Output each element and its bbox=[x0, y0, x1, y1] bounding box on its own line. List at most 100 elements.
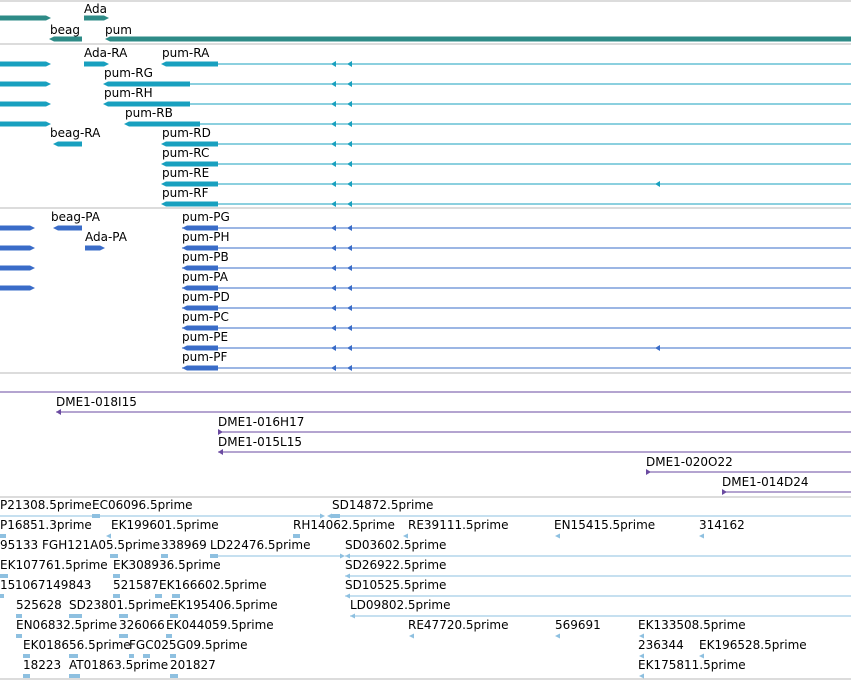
bac-clone-label[interactable]: DME1-015L15 bbox=[218, 435, 302, 449]
est-label[interactable]: EK107761.5prime bbox=[0, 558, 108, 572]
est-label[interactable]: EN15415.5prime bbox=[554, 518, 656, 532]
bac-clone-label[interactable]: DME1-020O22 bbox=[646, 455, 733, 469]
transcript-label[interactable]: pum-RD bbox=[162, 126, 211, 140]
protein-label[interactable]: pum-PC bbox=[182, 310, 229, 324]
est-label[interactable]: 569691 bbox=[555, 618, 601, 632]
est-label[interactable]: 521587 bbox=[113, 578, 159, 592]
protein-label[interactable]: beag-PA bbox=[51, 210, 100, 224]
bac-clone-label[interactable]: DME1-018I15 bbox=[56, 395, 137, 409]
protein-label[interactable]: pum-PF bbox=[182, 350, 228, 364]
est-arrow bbox=[403, 533, 408, 539]
transcript-label[interactable]: Ada-RA bbox=[84, 46, 128, 60]
exon-block bbox=[58, 141, 82, 147]
est-label[interactable]: SD10525.5prime bbox=[345, 578, 447, 592]
transcript-label[interactable]: pum-RC bbox=[162, 146, 210, 160]
protein-label[interactable]: pum-PB bbox=[182, 250, 229, 264]
est-label[interactable]: LD22476.5prime bbox=[210, 538, 311, 552]
est-arrow bbox=[340, 553, 345, 559]
est-label[interactable]: 95133 bbox=[0, 538, 39, 552]
est-label[interactable]: LD09802.5prime bbox=[350, 598, 451, 612]
est-label[interactable]: SD23801.5prime bbox=[69, 598, 171, 612]
est-block bbox=[170, 654, 176, 658]
exon-block bbox=[84, 61, 104, 67]
est-label[interactable]: AT01863.5prime bbox=[69, 658, 169, 672]
strand-arrow bbox=[331, 161, 336, 167]
est-label[interactable]: EK166602.5prime bbox=[159, 578, 267, 592]
est-label[interactable]: EK044059.5prime bbox=[166, 618, 274, 632]
est-block bbox=[16, 634, 22, 638]
gene-label[interactable]: pum bbox=[105, 23, 132, 37]
gene-arrow bbox=[105, 36, 110, 42]
est-label[interactable]: RE47720.5prime bbox=[408, 618, 509, 632]
strand-arrow bbox=[331, 101, 336, 107]
est-arrow bbox=[345, 553, 350, 559]
est-arrow bbox=[639, 653, 644, 659]
transcript-label[interactable]: pum-RF bbox=[162, 186, 209, 200]
transcript-label[interactable]: pum-RG bbox=[104, 66, 153, 80]
protein-label[interactable]: pum-PH bbox=[182, 230, 230, 244]
protein-label[interactable]: pum-PE bbox=[182, 330, 229, 344]
strand-arrow bbox=[161, 181, 166, 187]
est-label[interactable]: FGC025G09.5prime bbox=[129, 638, 248, 652]
est-label[interactable]: 525628 bbox=[16, 598, 62, 612]
est-label[interactable]: SD03602.5prime bbox=[345, 538, 447, 552]
est-label[interactable]: 236344 bbox=[638, 638, 684, 652]
est-arrow bbox=[699, 533, 704, 539]
est-arrow bbox=[345, 573, 350, 579]
exon-block bbox=[166, 201, 218, 207]
est-label[interactable]: 201827 bbox=[170, 658, 216, 672]
est-label[interactable]: EK199601.5prime bbox=[111, 518, 219, 532]
gene-label[interactable]: Ada bbox=[84, 2, 107, 16]
est-label[interactable]: SD26922.5prime bbox=[345, 558, 447, 572]
est-label[interactable]: EK195406.5prime bbox=[170, 598, 278, 612]
est-label[interactable]: 15 bbox=[0, 578, 16, 592]
bac-clone-label[interactable]: DME1-016H17 bbox=[218, 415, 305, 429]
est-label[interactable]: SD14872.5prime bbox=[332, 498, 434, 512]
est-label[interactable]: FGH121A05.5prime bbox=[42, 538, 161, 552]
protein-label[interactable]: pum-PA bbox=[182, 270, 228, 284]
est-arrow bbox=[350, 613, 355, 619]
exon-block bbox=[187, 245, 218, 251]
transcript-label[interactable]: beag-RA bbox=[50, 126, 101, 140]
gene-arrow bbox=[49, 36, 54, 42]
strand-arrow bbox=[331, 365, 336, 371]
strand-arrow bbox=[347, 345, 352, 351]
protein-label[interactable]: Ada-PA bbox=[85, 230, 127, 244]
est-label[interactable]: 1067149843 bbox=[15, 578, 92, 592]
est-label[interactable]: EK196528.5prime bbox=[699, 638, 807, 652]
strand-arrow bbox=[331, 121, 336, 127]
strand-arrow bbox=[161, 61, 166, 67]
est-label[interactable]: 314162 bbox=[699, 518, 745, 532]
est-label[interactable]: P21308.5prime bbox=[0, 498, 92, 512]
est-block bbox=[332, 514, 340, 518]
protein-label[interactable]: pum-PD bbox=[182, 290, 230, 304]
est-label[interactable]: 338969 bbox=[161, 538, 207, 552]
est-label[interactable]: RE39111.5prime bbox=[408, 518, 509, 532]
est-label[interactable]: 326066 bbox=[119, 618, 165, 632]
est-block bbox=[69, 674, 80, 678]
est-label[interactable]: EN06832.5prime bbox=[16, 618, 118, 632]
est-arrow bbox=[320, 513, 325, 519]
gene-glyph bbox=[0, 15, 46, 21]
exon-block bbox=[166, 181, 218, 187]
est-label[interactable]: EC06096.5prime bbox=[92, 498, 193, 512]
transcript-label[interactable]: pum-RH bbox=[104, 86, 153, 100]
est-block bbox=[143, 654, 150, 658]
est-label[interactable]: EK133508.5prime bbox=[638, 618, 746, 632]
protein-label[interactable]: pum-PG bbox=[182, 210, 230, 224]
strand-arrow bbox=[182, 305, 187, 311]
est-block bbox=[166, 634, 172, 638]
est-label[interactable]: RH14062.5prime bbox=[293, 518, 395, 532]
est-block bbox=[293, 534, 300, 538]
gene-label[interactable]: beag bbox=[50, 23, 80, 37]
strand-arrow bbox=[347, 265, 352, 271]
transcript-label[interactable]: pum-RE bbox=[162, 166, 210, 180]
est-label[interactable]: EK175811.5prime bbox=[638, 658, 746, 672]
transcript-label[interactable]: pum-RB bbox=[125, 106, 173, 120]
est-label[interactable]: EK018656.5prime bbox=[23, 638, 131, 652]
est-label[interactable]: EK308936.5prime bbox=[113, 558, 221, 572]
transcript-label[interactable]: pum-RA bbox=[162, 46, 210, 60]
est-label[interactable]: 18223 bbox=[23, 658, 62, 672]
bac-clone-label[interactable]: DME1-014D24 bbox=[722, 475, 809, 489]
est-label[interactable]: P16851.3prime bbox=[0, 518, 92, 532]
